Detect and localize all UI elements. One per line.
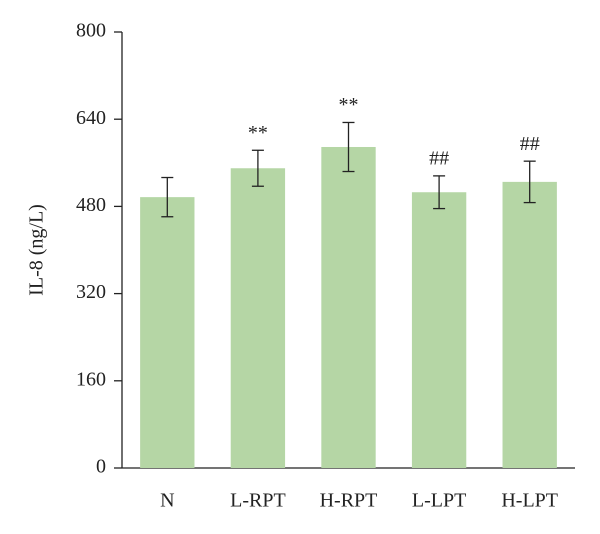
bar <box>230 168 286 468</box>
significance-label: ## <box>429 147 449 169</box>
bar <box>502 181 557 468</box>
x-tick-label: N <box>160 490 174 512</box>
bar <box>411 192 467 469</box>
y-tick-label: 800 <box>76 20 106 42</box>
x-tick-label: L-RPT <box>230 490 286 512</box>
bar <box>321 146 376 468</box>
y-axis-label: IL-8 (ng/L) <box>26 204 48 296</box>
significance-label: ** <box>339 94 359 116</box>
bar <box>140 197 195 468</box>
y-tick-label: 640 <box>76 107 106 129</box>
y-tick-label: 160 <box>76 368 106 390</box>
x-tick-label: L-LPT <box>412 490 466 512</box>
significance-label: ** <box>248 122 268 144</box>
x-tick-label: H-LPT <box>501 490 558 512</box>
y-tick-label: 480 <box>76 194 106 216</box>
significance-label: ## <box>520 133 540 155</box>
x-tick-label: H-RPT <box>320 490 378 512</box>
y-tick-label: 320 <box>76 281 106 303</box>
y-tick-label: 0 <box>96 456 106 478</box>
